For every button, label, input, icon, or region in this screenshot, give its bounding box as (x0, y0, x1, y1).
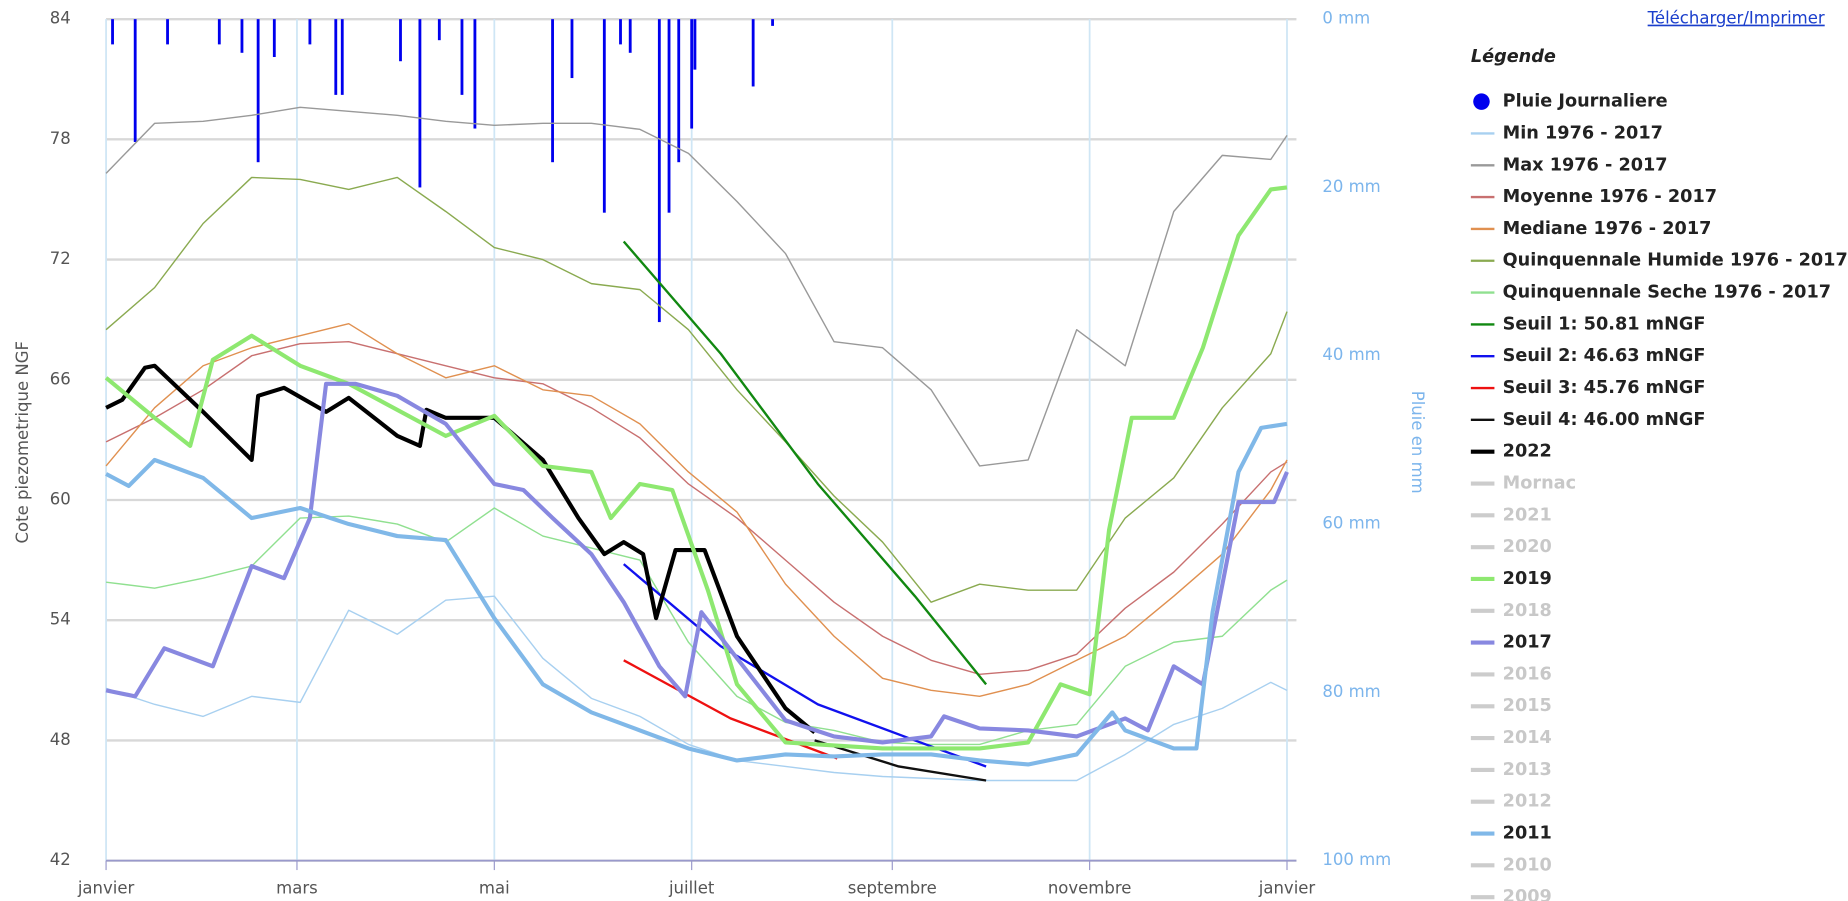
y-tick-label: 42 (50, 850, 71, 869)
series-line (105, 322, 1288, 698)
legend-label: Seuil 2: 46.63 mNGF (1503, 346, 1706, 366)
legend-label: 2017 (1503, 633, 1552, 653)
y-tick-label: 66 (50, 369, 71, 388)
rain-bar (308, 19, 312, 45)
legend-label: Mediane 1976 - 2017 (1503, 219, 1712, 239)
y2-tick-label: 0 mm (1322, 9, 1370, 28)
series-line (105, 421, 1288, 767)
legend-label: Max 1976 - 2017 (1503, 155, 1668, 175)
y-tick-label: 72 (50, 249, 71, 268)
rain-bar (240, 19, 244, 53)
rain-bar (570, 19, 574, 79)
series-line (105, 106, 1288, 467)
rain-bar (166, 19, 169, 45)
legend-label: 2010 (1503, 855, 1552, 875)
y-tick-label: 60 (50, 490, 71, 509)
legend-label: 2012 (1503, 792, 1552, 812)
y-tick-label: 78 (50, 129, 71, 148)
rain-bar (437, 19, 441, 41)
series-line (105, 363, 816, 735)
legend-label: Quinquennale Seche 1976 - 2017 (1503, 283, 1831, 303)
y2-tick-label: 100 mm (1322, 850, 1391, 869)
y2-axis-label: Pluie en mm (1408, 391, 1427, 494)
y2-tick-label: 60 mm (1322, 514, 1380, 533)
rain-bar (256, 19, 260, 163)
legend-label: 2009 (1503, 887, 1552, 901)
legend-label: Seuil 3: 45.76 mNGF (1503, 378, 1706, 398)
legend-label: Seuil 1: 50.81 mNGF (1503, 314, 1706, 334)
rain-bar (551, 19, 554, 163)
rain-bar (690, 19, 694, 129)
rain-bar (418, 19, 422, 188)
legend-label: Mornac (1503, 473, 1576, 493)
y2-tick-label: 80 mm (1322, 682, 1380, 701)
rain-bar (628, 19, 632, 53)
legend-label: Seuil 4: 46.00 mNGF (1503, 410, 1706, 430)
rain-bar (657, 19, 661, 323)
x-tick-label: juillet (668, 878, 715, 897)
x-tick-label: mai (479, 878, 510, 897)
legend-label: 2014 (1503, 728, 1552, 748)
legend-label: Min 1976 - 2017 (1503, 123, 1663, 143)
rain-bar (340, 19, 344, 95)
rain-bar (217, 19, 221, 45)
rain-bar (667, 19, 671, 213)
rain-bar (677, 19, 681, 163)
rain-bar (111, 19, 114, 45)
x-tick-label: novembre (1048, 878, 1132, 897)
rain-bar (751, 19, 755, 87)
legend-marker (1473, 93, 1490, 110)
legend-label: 2016 (1503, 664, 1552, 684)
series-line (622, 240, 988, 686)
download-link[interactable]: Télécharger/Imprimer (1647, 9, 1825, 28)
y2-tick-label: 20 mm (1322, 177, 1380, 196)
legend-label: Pluie Journaliere (1503, 92, 1668, 112)
y2-tick-label: 40 mm (1322, 345, 1380, 364)
series-line (105, 595, 1288, 782)
x-tick-label: janvier (1258, 878, 1316, 897)
rain-bar (619, 19, 622, 45)
y-tick-label: 84 (50, 9, 71, 28)
legend-label: 2020 (1503, 537, 1552, 557)
legend-label: 2022 (1503, 442, 1552, 462)
legend-title: Légende (1471, 47, 1556, 67)
legend-label: 2011 (1503, 824, 1552, 844)
rain-bar (133, 19, 137, 143)
rain-bar (272, 19, 276, 58)
y-tick-label: 48 (50, 730, 71, 749)
rain-bar (460, 19, 464, 95)
legend-label: Quinquennale Humide 1976 - 2017 (1503, 251, 1848, 271)
rain-bar (602, 19, 606, 213)
legend-label: 2015 (1503, 696, 1552, 716)
series-line (105, 176, 1288, 603)
series-line (105, 381, 1289, 745)
y-axis-label: Cote piezometrique NGF (13, 341, 32, 543)
rain-bar (334, 19, 338, 95)
plot-area (104, 17, 1297, 871)
series-line (104, 185, 1288, 751)
rain-bar (693, 19, 697, 70)
y-tick-label: 54 (50, 610, 71, 629)
series-line (105, 341, 1288, 676)
legend: Pluie Journaliere Min 1976 - 2017 Max 1976… (1470, 92, 1848, 901)
legend-label: 2019 (1503, 569, 1552, 589)
rain-bar (771, 19, 774, 26)
rain-bar (473, 19, 477, 129)
series-line (814, 739, 987, 782)
x-tick-label: septembre (848, 878, 937, 897)
legend-label: 2021 (1503, 505, 1552, 525)
rain-bar (399, 19, 402, 62)
x-tick-label: mars (276, 878, 318, 897)
legend-label: 2018 (1503, 601, 1552, 621)
legend-label: Moyenne 1976 - 2017 (1503, 187, 1717, 207)
x-tick-label: janvier (77, 878, 135, 897)
legend-label: 2013 (1503, 760, 1552, 780)
